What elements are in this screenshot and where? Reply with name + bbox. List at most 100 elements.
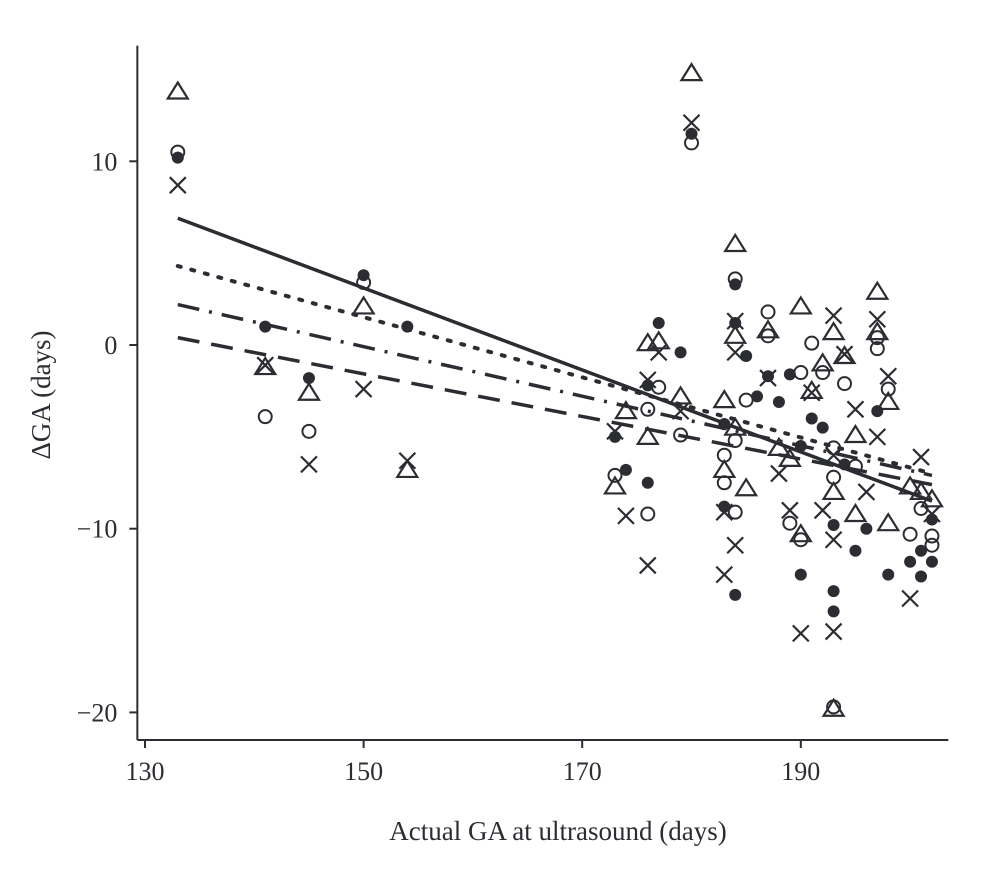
y-tick-label: 0 (104, 331, 117, 360)
filled-circle-point (882, 568, 895, 581)
cross-point (606, 422, 624, 441)
cross-point (824, 446, 843, 464)
filled-circle-point (860, 522, 873, 535)
triangle-point (919, 488, 944, 508)
triangle-point (766, 436, 791, 456)
cross-point (256, 356, 275, 374)
x-tick-label: 190 (781, 757, 820, 786)
filled-circle-point (751, 390, 764, 403)
x-axis-label: Actual GA at ultrasound (days) (389, 816, 726, 846)
data-points (165, 62, 944, 717)
y-tick-label: −20 (77, 698, 118, 727)
filled-circle-point (827, 585, 840, 598)
triangle-point (898, 475, 923, 495)
triangle-point (734, 477, 759, 497)
y-axis-label: ΔGA (days) (26, 330, 56, 459)
triangle-point (865, 321, 890, 341)
open-circle-point (673, 427, 689, 443)
filled-circle-point (849, 544, 862, 557)
cross-point (824, 306, 843, 325)
cross-point (726, 312, 744, 330)
cross-point (649, 343, 668, 362)
filled-circle-point (838, 458, 851, 471)
triangle-point (723, 232, 748, 253)
open-circle-point (880, 381, 896, 397)
fit-line-dash-dot (177, 302, 933, 478)
triangle-point (843, 502, 868, 523)
fit-line-dotted (175, 264, 934, 476)
x-tick-label: 130 (126, 757, 165, 786)
cross-point (770, 464, 788, 483)
triangle-point (788, 295, 813, 315)
filled-circle-point (652, 316, 665, 329)
axes: 130 150 170 190 10 0 −10 −20 (77, 45, 949, 786)
cross-point (726, 343, 744, 362)
open-circle-point (924, 537, 940, 553)
triangle-point (712, 458, 737, 479)
cross-point (671, 402, 690, 420)
cross-point (726, 536, 744, 555)
cross-point (617, 507, 635, 525)
triangle-point (723, 324, 748, 344)
triangle-point (712, 389, 737, 409)
cross-point (824, 622, 843, 641)
triangle-point (296, 381, 321, 401)
filled-circle-point (925, 555, 938, 568)
open-circle-point (902, 526, 918, 542)
cross-point (300, 455, 318, 474)
open-circle-point (607, 467, 623, 483)
x-tick-label: 150 (344, 757, 383, 786)
cross-point (835, 345, 854, 363)
triangle-point (799, 379, 824, 400)
open-circle-point (837, 376, 853, 392)
triangle-point (821, 697, 846, 717)
open-circle-point (727, 504, 743, 520)
triangle-point (668, 385, 693, 405)
cross-point (868, 310, 887, 329)
filled-circle-point (762, 370, 775, 383)
triangle-point (646, 330, 671, 350)
filled-circle-point (827, 519, 840, 532)
cross-point (802, 383, 821, 402)
y-tick-label: −10 (77, 515, 118, 544)
open-circle-point (760, 328, 776, 344)
triangle-point (788, 523, 813, 543)
triangle-point (865, 280, 890, 300)
open-circle-point (727, 271, 743, 287)
triangle-point (777, 447, 802, 467)
cross-point (792, 624, 810, 643)
filled-circle-point (641, 476, 654, 489)
cross-point (923, 505, 941, 523)
triangle-point (876, 512, 901, 532)
filled-circle-point (302, 372, 315, 385)
open-circle-point (716, 475, 732, 491)
triangle-point (613, 400, 638, 420)
open-circle-point (869, 341, 885, 357)
open-circle-point (924, 528, 940, 544)
triangle-point (603, 475, 627, 495)
cross-point (901, 589, 919, 608)
cross-point (912, 448, 930, 466)
filled-circle-point (674, 346, 687, 359)
y-tick-label: 10 (91, 147, 117, 176)
filled-circle-point (783, 368, 796, 381)
filled-circle-point (619, 463, 632, 476)
triangle-point (810, 352, 835, 372)
cross-point (354, 380, 373, 398)
filled-circle-point (915, 570, 928, 583)
cross-point (639, 371, 657, 389)
cross-point (857, 483, 876, 501)
triangle-point (395, 458, 420, 479)
filled-circle-point (794, 568, 807, 581)
triangle-point (756, 319, 780, 339)
cross-point (868, 428, 887, 446)
filled-circle-point (827, 605, 840, 618)
cross-point (715, 503, 734, 521)
cross-point (682, 113, 701, 132)
triangle-point (165, 80, 190, 100)
filled-circle-point (401, 320, 414, 333)
triangle-point (876, 390, 901, 411)
open-circle-point (651, 379, 667, 395)
filled-circle-point (816, 421, 829, 434)
filled-circle-point (871, 405, 884, 418)
